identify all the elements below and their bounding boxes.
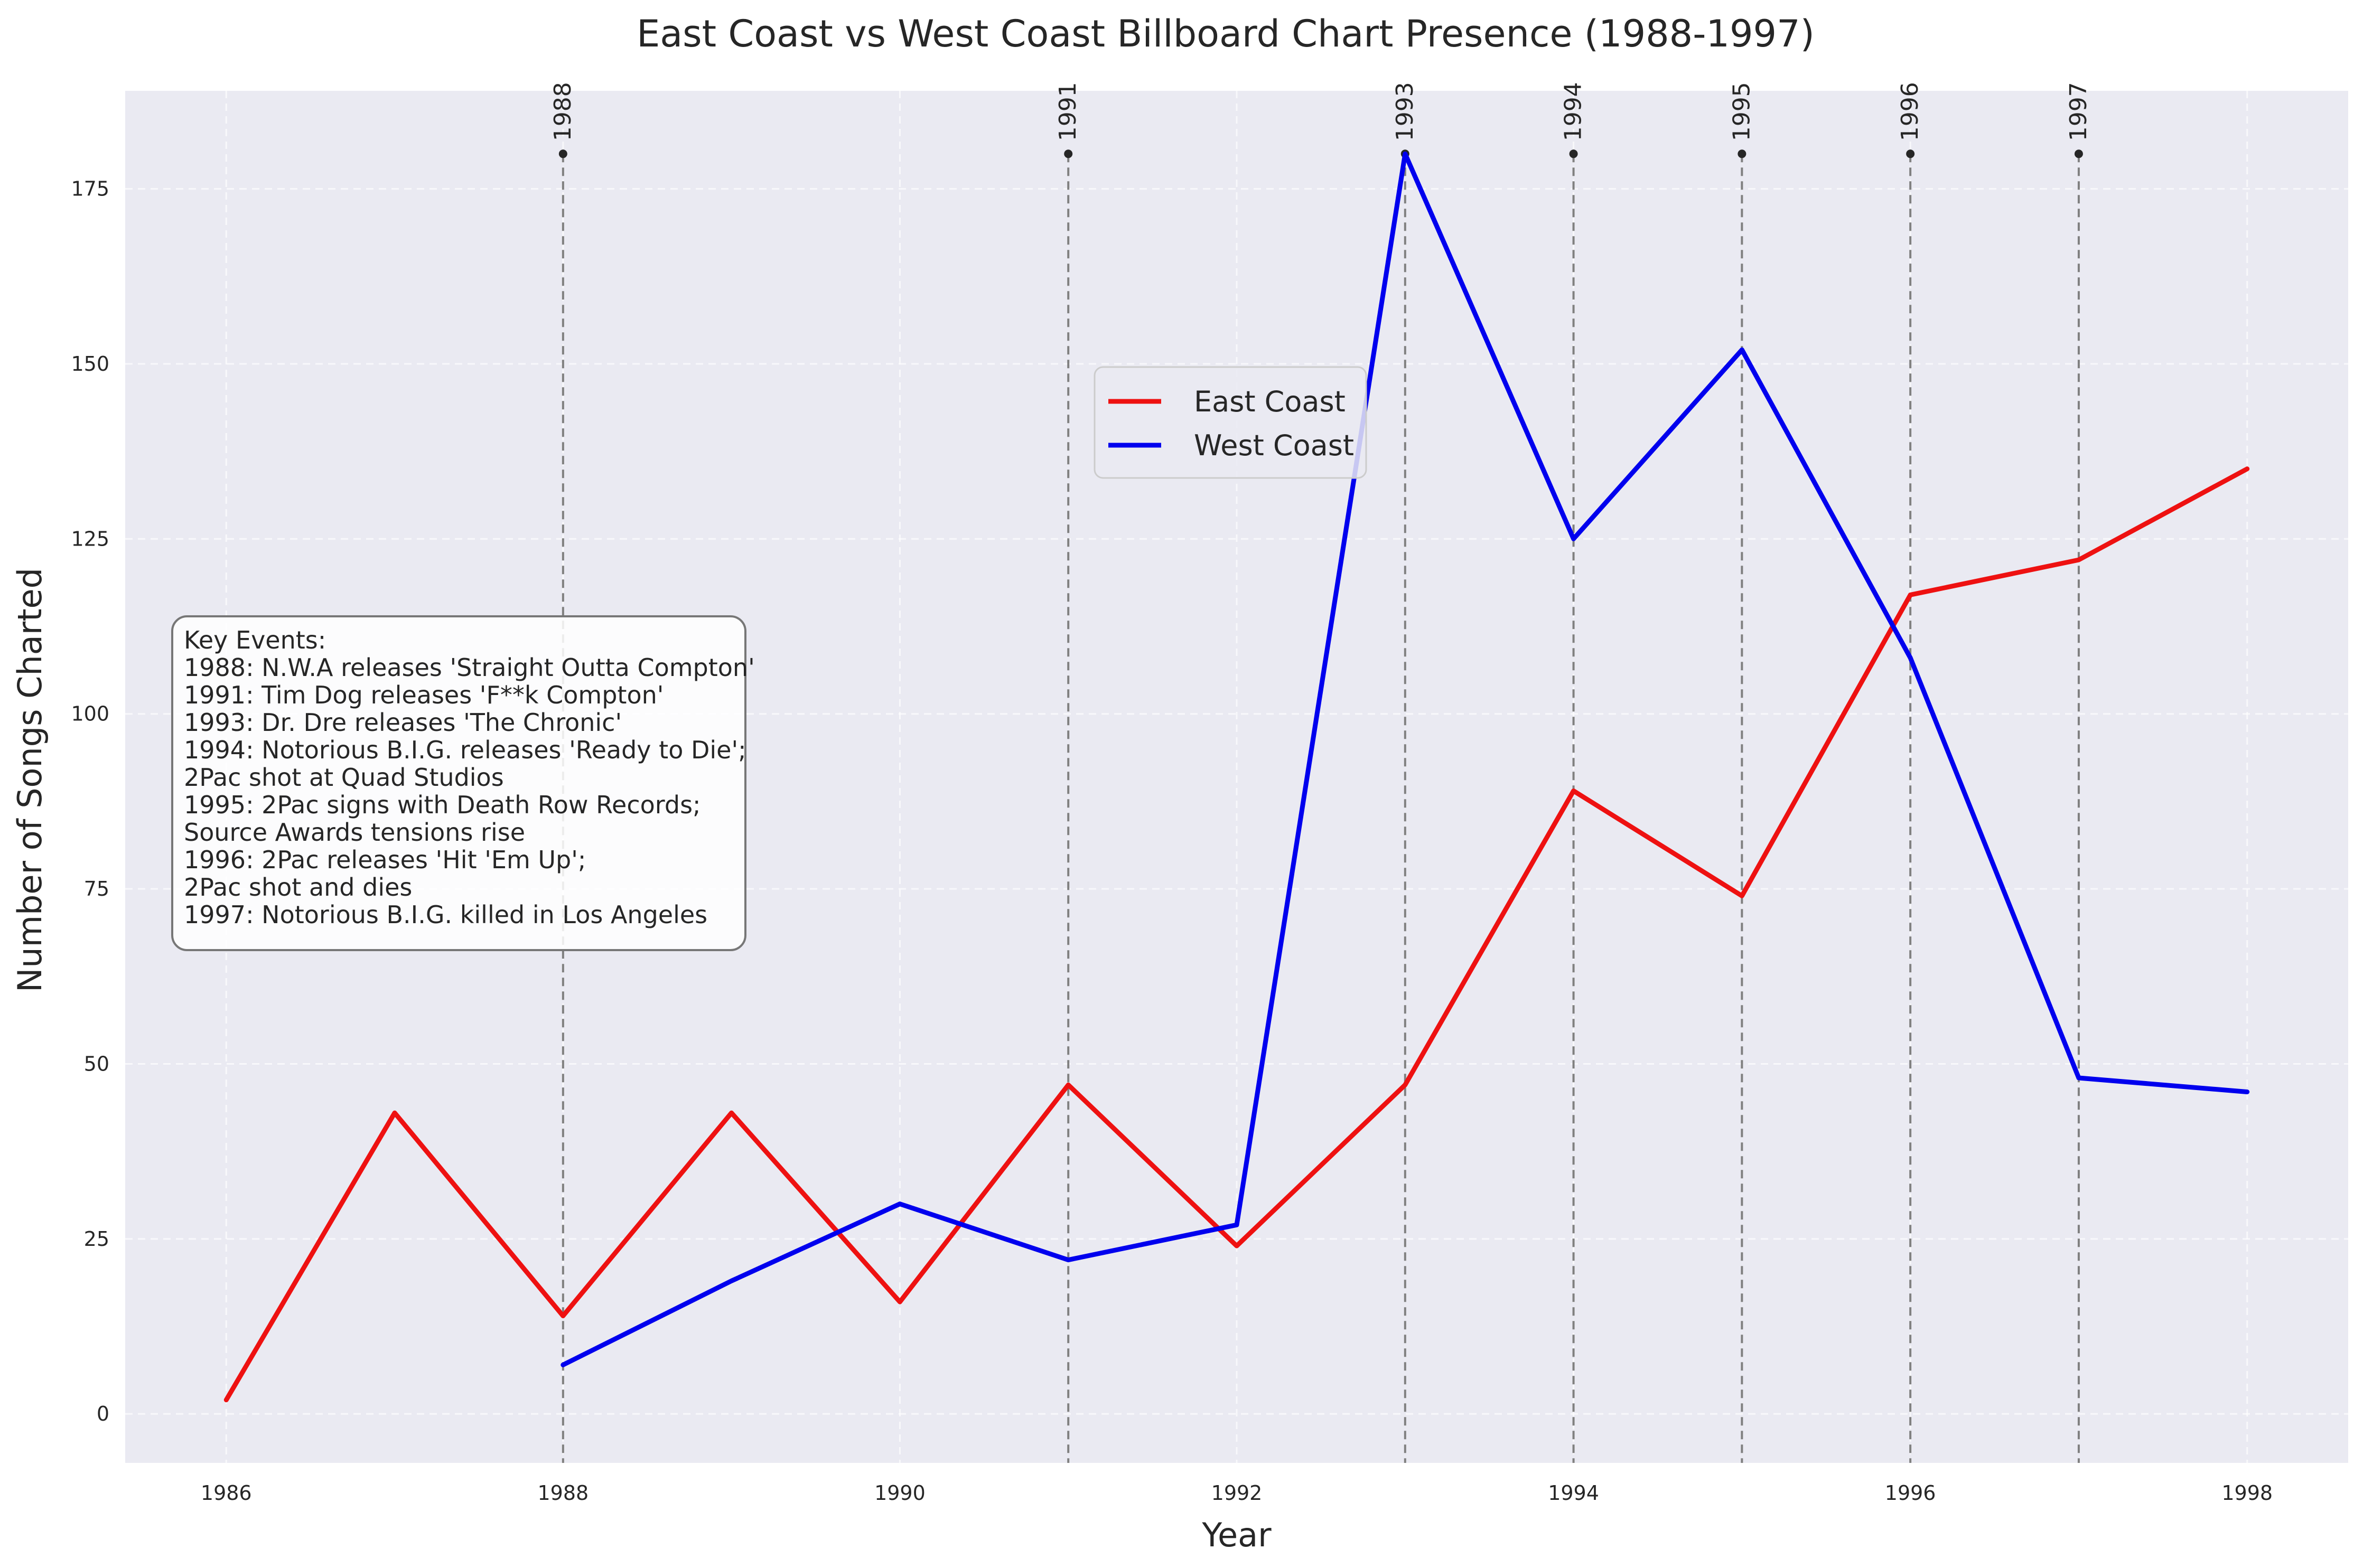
y-tick-label: 150 (71, 352, 109, 375)
x-tick-label: 1988 (537, 1481, 589, 1505)
event-year-label: 1997 (2065, 82, 2092, 141)
x-axis-label: Year (1201, 1516, 1272, 1554)
key-event-line: 1996: 2Pac releases 'Hit 'Em Up'; (184, 846, 586, 874)
y-tick-label: 100 (71, 702, 109, 726)
legend-label-west-coast: West Coast (1194, 429, 1354, 462)
event-marker (1906, 149, 1914, 158)
event-marker (1570, 149, 1578, 158)
x-tick-label: 1990 (874, 1481, 926, 1505)
key-event-line: 2Pac shot and dies (184, 873, 412, 902)
y-axis-label: Number of Songs Charted (11, 568, 49, 992)
key-event-line: 1995: 2Pac signs with Death Row Records; (184, 791, 701, 819)
y-tick-label: 75 (84, 877, 109, 900)
x-tick-label: 1992 (1211, 1481, 1263, 1505)
key-event-line: 1991: Tim Dog releases 'F**k Compton' (184, 681, 664, 709)
key-events-box: Key Events: 1988: N.W.A releases 'Straigh… (172, 616, 755, 950)
key-event-line: Source Awards tensions rise (184, 818, 525, 847)
key-event-line: 1994: Notorious B.I.G. releases 'Ready t… (184, 736, 746, 764)
legend: East Coast West Coast (1095, 367, 1366, 478)
x-tick-label: 1994 (1548, 1481, 1599, 1505)
event-year-label: 1988 (549, 82, 576, 141)
event-year-label: 1991 (1054, 82, 1081, 141)
y-tick-label: 175 (71, 177, 109, 201)
event-year-label: 1993 (1391, 82, 1418, 141)
y-tick-label: 0 (97, 1402, 109, 1425)
event-marker (1738, 149, 1746, 158)
y-tick-label: 50 (84, 1052, 109, 1075)
event-year-label: 1996 (1897, 82, 1923, 141)
y-tick-label: 125 (71, 527, 109, 550)
x-tick-label: 1998 (2221, 1481, 2273, 1505)
x-tick-label: 1996 (1885, 1481, 1936, 1505)
key-event-line: 1997: Notorious B.I.G. killed in Los Ang… (184, 900, 707, 929)
event-marker (559, 149, 567, 158)
key-event-line: Key Events: (184, 626, 326, 654)
y-tick-label: 25 (84, 1227, 109, 1251)
event-marker (1064, 149, 1072, 158)
event-year-label: 1995 (1728, 82, 1755, 141)
key-event-line: 1988: N.W.A releases 'Straight Outta Com… (184, 653, 755, 682)
chart-title: East Coast vs West Coast Billboard Chart… (637, 12, 1815, 55)
key-event-line: 2Pac shot at Quad Studios (184, 763, 504, 792)
event-year-label: 1994 (1560, 82, 1587, 141)
x-tick-label: 1986 (201, 1481, 252, 1505)
key-event-line: 1993: Dr. Dre releases 'The Chronic' (184, 708, 622, 737)
legend-label-east-coast: East Coast (1194, 385, 1346, 418)
event-marker (2075, 149, 2083, 158)
